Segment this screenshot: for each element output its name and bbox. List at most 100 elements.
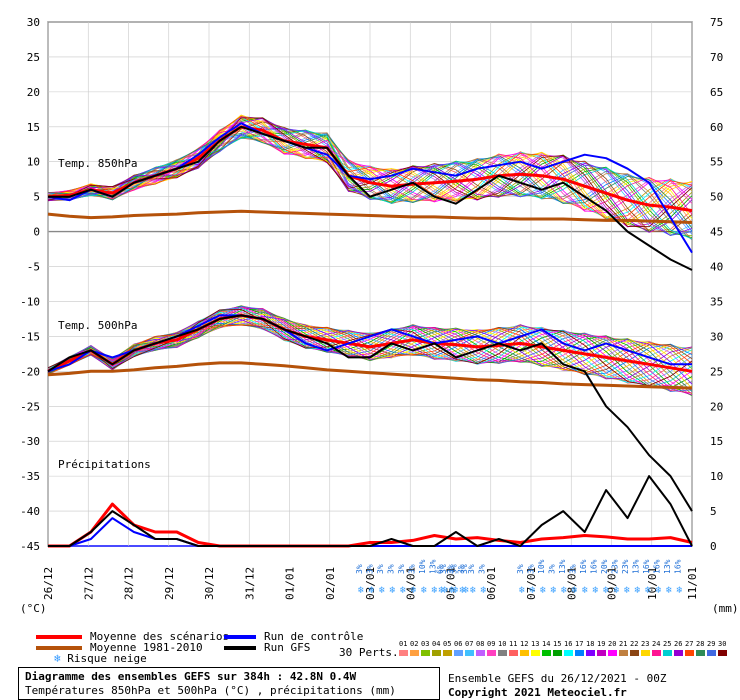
perturbation-id: 27: [685, 640, 694, 648]
snowflake-icon: ❄: [624, 585, 631, 596]
snowflake-icon: ❄: [666, 585, 673, 596]
x-tick-label: 09/01: [606, 567, 619, 600]
y-tick-right: 60: [710, 121, 723, 134]
snowflake-icon: ❄: [470, 585, 477, 596]
perturbation-id: 11: [509, 640, 518, 648]
perturbation-id: 25: [663, 640, 672, 648]
y-tick-left: 20: [27, 86, 40, 99]
perturbation-swatch: [575, 650, 584, 656]
snow-risk-value: 3%: [439, 564, 448, 574]
snow-risk-value: 10%: [537, 559, 546, 574]
snowflake-icon: ❄: [656, 585, 663, 596]
snowflake-icon: ❄: [561, 585, 568, 596]
altitude-label: Alt. 1304m: [10, 618, 77, 620]
snowflake-icon: ❄: [442, 585, 449, 596]
snow-risk-value: 6%: [436, 564, 445, 574]
perturbation-id: 20: [608, 640, 617, 648]
perturbation-swatch: [399, 650, 408, 656]
y-tick-right: 65: [710, 86, 723, 99]
perturbation-swatch: [509, 650, 518, 656]
perturbation-swatch: [432, 650, 441, 656]
perturbation-id: 03: [421, 640, 430, 648]
x-tick-label: 04/01: [404, 567, 417, 600]
perturbation-id: 30: [718, 640, 727, 648]
perturbation-id: 29: [707, 640, 716, 648]
panel-label-precip: Précipitations: [58, 458, 151, 471]
perturbation-line-850: [47, 116, 693, 228]
perturbation-swatch: [696, 650, 705, 656]
perturbation-id: 13: [531, 640, 540, 648]
series-precip-run-gfs: [48, 475, 693, 547]
legend-area: Moyenne des scénarios Moyenne 1981-2010 …: [0, 620, 740, 700]
x-tick-label: 30/12: [203, 567, 216, 600]
x-tick-label: 05/01: [445, 567, 458, 600]
perturbation-id: 09: [487, 640, 496, 648]
snow-risk-value: 16%: [590, 559, 599, 574]
snow-risk-value: 16%: [642, 559, 651, 574]
perturbation-id: 16: [564, 640, 573, 648]
y-tick-right: 30: [710, 330, 723, 343]
snow-risk-value: 3%: [446, 564, 455, 574]
perturbation-swatch: [597, 650, 606, 656]
perturbation-id: 22: [630, 640, 639, 648]
snowflake-icon: ❄: [411, 585, 418, 596]
snow-risk-value: 3%: [457, 564, 466, 574]
y-tick-left: -25: [20, 400, 40, 413]
snow-risk-value: 16%: [579, 559, 588, 574]
snowflake-icon: ❄: [358, 585, 365, 596]
snowflake-icon: ❄: [677, 585, 684, 596]
y-tick-left: 5: [33, 191, 40, 204]
perturbation-id: 05: [443, 640, 452, 648]
perturbation-id: 10: [498, 640, 507, 648]
snow-risk-value: 3%: [478, 564, 487, 574]
y-tick-right: 5: [710, 505, 717, 518]
y-tick-right: 15: [710, 435, 723, 448]
perturbation-line-500: [47, 305, 693, 392]
legend-climo: Moyenne 1981-2010: [36, 641, 203, 654]
perturbation-line-850: [47, 129, 693, 236]
x-tick-label: 01/01: [284, 567, 297, 600]
snow-risk-value: 13%: [632, 559, 641, 574]
series-500-run-gfs: [47, 314, 693, 512]
snow-risk-value: 3%: [366, 564, 375, 574]
perturbation-swatch: [718, 650, 727, 656]
snow-risk-value: 3%: [548, 564, 557, 574]
perturbation-line-500: [47, 305, 693, 389]
snow-risk-value: 20%: [600, 559, 609, 574]
snowflake-icon: ❄: [421, 585, 428, 596]
perturbation-id: 15: [553, 640, 562, 648]
perturbation-id: 02: [410, 640, 419, 648]
perturbation-swatch: [454, 650, 463, 656]
y-tick-left: 15: [27, 121, 40, 134]
y-axis-label-right: (mm): [712, 602, 739, 615]
y-tick-right: 75: [710, 16, 723, 29]
x-tick-label: 06/01: [485, 567, 498, 600]
perturbation-swatch: [707, 650, 716, 656]
snow-risk-value: 3%: [408, 564, 417, 574]
perturbation-id: 08: [476, 640, 485, 648]
x-tick-label: 07/01: [525, 567, 538, 600]
snowflake-icon: ❄: [379, 585, 386, 596]
x-tick-label: 31/12: [243, 567, 256, 600]
perturbation-swatch: [410, 650, 419, 656]
perturbation-id: 24: [652, 640, 661, 648]
x-tick-label: 10/01: [646, 567, 659, 600]
perturbation-swatch: [564, 650, 573, 656]
perturbation-swatch: [498, 650, 507, 656]
x-tick-label: 11/01: [686, 567, 699, 600]
y-tick-right: 70: [710, 51, 723, 64]
snow-risk-value: 13%: [429, 559, 438, 574]
snow-risk-value: 3%: [569, 564, 578, 574]
y-tick-left: -10: [20, 295, 40, 308]
snowflake-icon: ❄: [390, 585, 397, 596]
x-tick-label: 08/01: [565, 567, 578, 600]
x-tick-label: 28/12: [123, 567, 136, 600]
copyright-label: Copyright 2021 Meteociel.fr: [448, 686, 627, 699]
y-tick-left: 0: [33, 226, 40, 239]
perturbation-line-850: [47, 114, 693, 225]
perturbation-swatch: [520, 650, 529, 656]
perturbation-id: 28: [696, 640, 705, 648]
snowflake-icon: ❄: [540, 585, 547, 596]
perturbation-id: 19: [597, 640, 606, 648]
perturbation-id: 14: [542, 640, 551, 648]
